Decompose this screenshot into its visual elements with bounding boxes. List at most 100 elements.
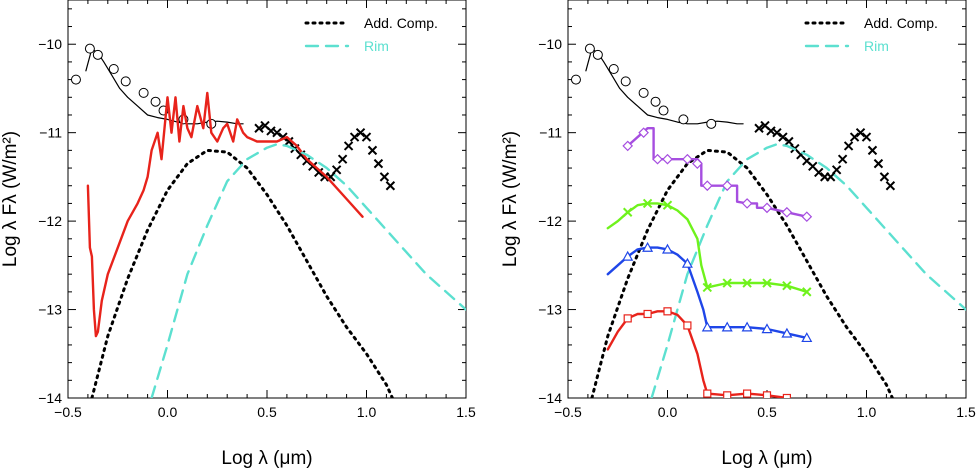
purple-model-marker [682,153,693,165]
photometry-marker [650,96,661,107]
y-tick-label: −10 [38,36,62,52]
photometry-marker [678,114,689,125]
purple-model-marker [781,206,793,218]
ir-spectrum-marker [814,167,824,178]
photometry-marker [92,49,103,60]
ir-spectrum-marker [367,145,378,156]
purple-model-marker [701,180,713,192]
photometry-marker [584,43,595,54]
y-axis-title: Log λ Fλ (W/m²) [0,131,21,267]
red-model-marker [762,391,772,398]
ir-spectrum-marker [855,127,866,138]
blue-model-marker [741,321,753,332]
red-model-marker [643,309,652,319]
green-model-marker [762,278,772,288]
ir-spectrum-marker [837,154,848,164]
y-tick-label: −13 [38,302,62,318]
photometry-marker [658,105,669,116]
legend-label: Add. Comp. [364,15,438,31]
red-model-line [86,91,364,338]
green-model-marker [782,280,792,291]
x-tick-label: 1.0 [357,404,377,420]
blue-model-marker [642,241,654,252]
green-model-marker [622,207,633,217]
photometry-marker [108,63,119,74]
ir-spectrum-marker [843,141,854,151]
purple-model-marker [692,158,703,169]
photometry-marker [570,74,581,85]
blue-model-marker [801,332,813,343]
series-layer [70,43,466,398]
blue-model-marker [681,257,693,268]
ir-spectrum-marker [849,132,860,142]
ir-spectrum-marker [337,154,348,164]
green-model-marker [742,278,752,288]
green-model-marker [662,200,673,210]
photometry-marker [150,96,161,107]
stellar-line [85,47,244,125]
green-model-marker [722,278,732,288]
series-layer [570,43,966,398]
y-tick-label: −10 [538,36,562,52]
x-tick-label: 1.0 [857,404,877,420]
photometry-marker [620,76,631,87]
add-comp-line [90,148,394,398]
ir-spectrum-marker [361,132,372,142]
stellar-line [585,47,744,125]
red-model-marker [703,389,712,398]
ir-spectrum-marker [254,123,264,133]
photometry-marker [608,63,619,74]
purple-model-marker [801,211,813,223]
legend-label: Add. Comp. [864,15,938,31]
photometry-marker [638,87,649,98]
blue-model-marker [622,250,634,261]
y-tick-label: −11 [539,125,562,141]
purple-model-marker [721,180,733,192]
x-tick-label: −0.5 [54,404,82,420]
ir-spectrum-marker [831,165,842,175]
ir-spectrum-marker [754,123,764,133]
ir-spectrum-marker [379,172,390,182]
ir-spectrum-marker [873,158,884,169]
blue-model-marker [701,321,713,332]
green-model-marker [642,198,653,209]
y-axis-title: Log λ Fλ (W/m²) [500,131,521,267]
add-comp-line [590,148,894,398]
ir-spectrum-marker [778,132,788,142]
x-tick-label: 0.5 [757,404,777,420]
ir-spectrum-marker [349,132,360,142]
green-model-marker [802,287,812,297]
rim-line [650,142,966,398]
purple-model-marker [638,127,649,139]
photometry-marker [120,76,131,87]
red-model-marker [623,314,632,323]
legend: Add. Comp. Rim [804,15,938,54]
ir-spectrum-marker [373,158,384,169]
y-tick-label: −14 [38,390,62,406]
ir-spectrum-marker [772,127,782,138]
purple-model-marker [761,202,773,214]
ir-spectrum-marker [861,132,872,142]
plot-frame [67,0,467,399]
photometry-marker [70,74,81,85]
x-tick-label: 1.5 [956,404,976,420]
ir-spectrum-marker [331,165,342,175]
left-panel: −0.5 0.0 0.5 1.0 1.5 −10 −11 −12 −13 −14 Log λ (μm… [0,0,476,469]
ir-spectrum-marker [879,172,890,182]
plot-frame [567,0,967,399]
rim-line [150,142,466,398]
purple-model-marker [662,153,673,165]
purple-model-marker [622,140,634,152]
x-tick-label: −0.5 [554,404,582,420]
red-model-marker [742,389,752,398]
y-tick-label: −12 [38,213,62,229]
photometry-marker [84,43,95,54]
ir-spectrum-marker [385,181,396,191]
y-tick-label: −14 [538,390,562,406]
purple-model-marker [652,153,663,165]
green-model-line [606,202,808,294]
legend: Add. Comp. Rim [304,15,438,54]
ir-spectrum-marker [272,127,282,138]
red-model-marker [683,321,692,330]
